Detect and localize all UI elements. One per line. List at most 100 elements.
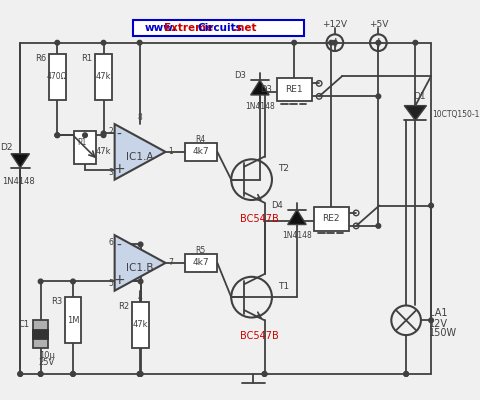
Circle shape <box>138 242 143 247</box>
Text: 1M: 1M <box>67 316 79 325</box>
Bar <box>33 320 48 348</box>
Text: +: + <box>372 36 384 50</box>
Circle shape <box>328 40 333 45</box>
Circle shape <box>71 372 75 376</box>
Text: Extreme: Extreme <box>163 23 212 33</box>
Text: T2: T2 <box>278 164 289 173</box>
Text: 4: 4 <box>137 292 142 302</box>
Text: +12V: +12V <box>322 20 347 29</box>
Circle shape <box>55 133 60 138</box>
Circle shape <box>428 203 432 208</box>
Text: 47k: 47k <box>96 147 111 156</box>
Text: 150W: 150W <box>428 328 456 338</box>
Circle shape <box>291 40 296 45</box>
Text: 1N4148: 1N4148 <box>244 102 274 110</box>
Circle shape <box>137 372 142 376</box>
Circle shape <box>101 40 106 45</box>
Bar <box>133 20 304 36</box>
Bar <box>33 334 48 339</box>
Text: -: - <box>117 239 121 253</box>
Circle shape <box>38 372 43 376</box>
Circle shape <box>375 224 380 228</box>
Text: 470Ω: 470Ω <box>47 72 67 82</box>
Circle shape <box>138 372 143 376</box>
Text: T1: T1 <box>278 282 289 290</box>
Bar <box>132 302 149 348</box>
Text: +5V: +5V <box>368 20 387 29</box>
Bar <box>64 297 81 344</box>
Circle shape <box>332 40 336 45</box>
Text: R4: R4 <box>195 135 205 144</box>
Text: R1: R1 <box>81 54 92 63</box>
Text: 1N4148: 1N4148 <box>2 177 35 186</box>
Polygon shape <box>114 235 165 291</box>
Text: 7: 7 <box>168 258 173 268</box>
Polygon shape <box>403 106 426 120</box>
Text: 25V: 25V <box>39 358 55 367</box>
Circle shape <box>428 318 432 323</box>
Text: 1N4148: 1N4148 <box>281 231 311 240</box>
Polygon shape <box>114 124 165 180</box>
Circle shape <box>71 279 75 284</box>
Bar <box>313 208 348 230</box>
Text: 10μ: 10μ <box>39 351 55 360</box>
Text: D3: D3 <box>234 71 246 80</box>
Polygon shape <box>11 154 29 168</box>
Circle shape <box>403 372 408 376</box>
Text: 3: 3 <box>108 168 113 177</box>
Text: 4k7: 4k7 <box>192 147 209 156</box>
Text: +: + <box>113 272 125 286</box>
Polygon shape <box>250 80 269 95</box>
Circle shape <box>18 372 23 376</box>
Text: RE1: RE1 <box>285 85 302 94</box>
Text: -: - <box>117 128 121 142</box>
Text: 4k7: 4k7 <box>192 258 209 268</box>
Text: IC1.B: IC1.B <box>126 262 153 272</box>
Text: 8: 8 <box>137 113 142 122</box>
Text: D3: D3 <box>260 85 271 94</box>
Text: 6: 6 <box>108 238 113 247</box>
Circle shape <box>71 372 75 376</box>
Circle shape <box>403 372 408 376</box>
Text: C1: C1 <box>18 320 29 330</box>
Circle shape <box>83 133 87 138</box>
Text: R6: R6 <box>35 54 46 63</box>
Circle shape <box>18 372 23 376</box>
Bar <box>74 130 96 164</box>
Circle shape <box>38 279 43 284</box>
Text: 10CTQ150-1: 10CTQ150-1 <box>431 110 479 119</box>
Circle shape <box>55 40 60 45</box>
Bar <box>95 54 112 100</box>
Text: 47k: 47k <box>132 320 148 330</box>
Text: D2: D2 <box>0 143 13 152</box>
Text: +: + <box>113 162 125 176</box>
Text: www.: www. <box>144 23 176 33</box>
Text: IC1.A: IC1.A <box>126 152 153 162</box>
Text: .net: .net <box>233 23 256 33</box>
Text: D1: D1 <box>413 92 425 101</box>
Bar <box>185 254 217 272</box>
Text: Circuits: Circuits <box>197 23 242 33</box>
Text: BC547B: BC547B <box>239 214 278 224</box>
Text: 1: 1 <box>168 147 173 156</box>
Polygon shape <box>287 210 306 224</box>
Circle shape <box>262 372 266 376</box>
Bar <box>33 330 48 334</box>
Text: 5: 5 <box>108 279 113 288</box>
Text: R5: R5 <box>195 246 205 255</box>
Circle shape <box>138 279 143 284</box>
Text: D4: D4 <box>271 200 282 210</box>
Circle shape <box>375 94 380 99</box>
Text: LA1: LA1 <box>428 308 447 318</box>
Text: R2: R2 <box>118 302 129 311</box>
Text: 2: 2 <box>109 127 113 136</box>
Bar <box>185 143 217 161</box>
Bar <box>49 54 65 100</box>
Circle shape <box>375 40 380 45</box>
Circle shape <box>101 131 106 136</box>
Circle shape <box>38 372 43 376</box>
Circle shape <box>137 40 142 45</box>
Text: P1: P1 <box>77 138 87 147</box>
Bar <box>276 78 311 101</box>
Text: 12V: 12V <box>428 319 447 329</box>
